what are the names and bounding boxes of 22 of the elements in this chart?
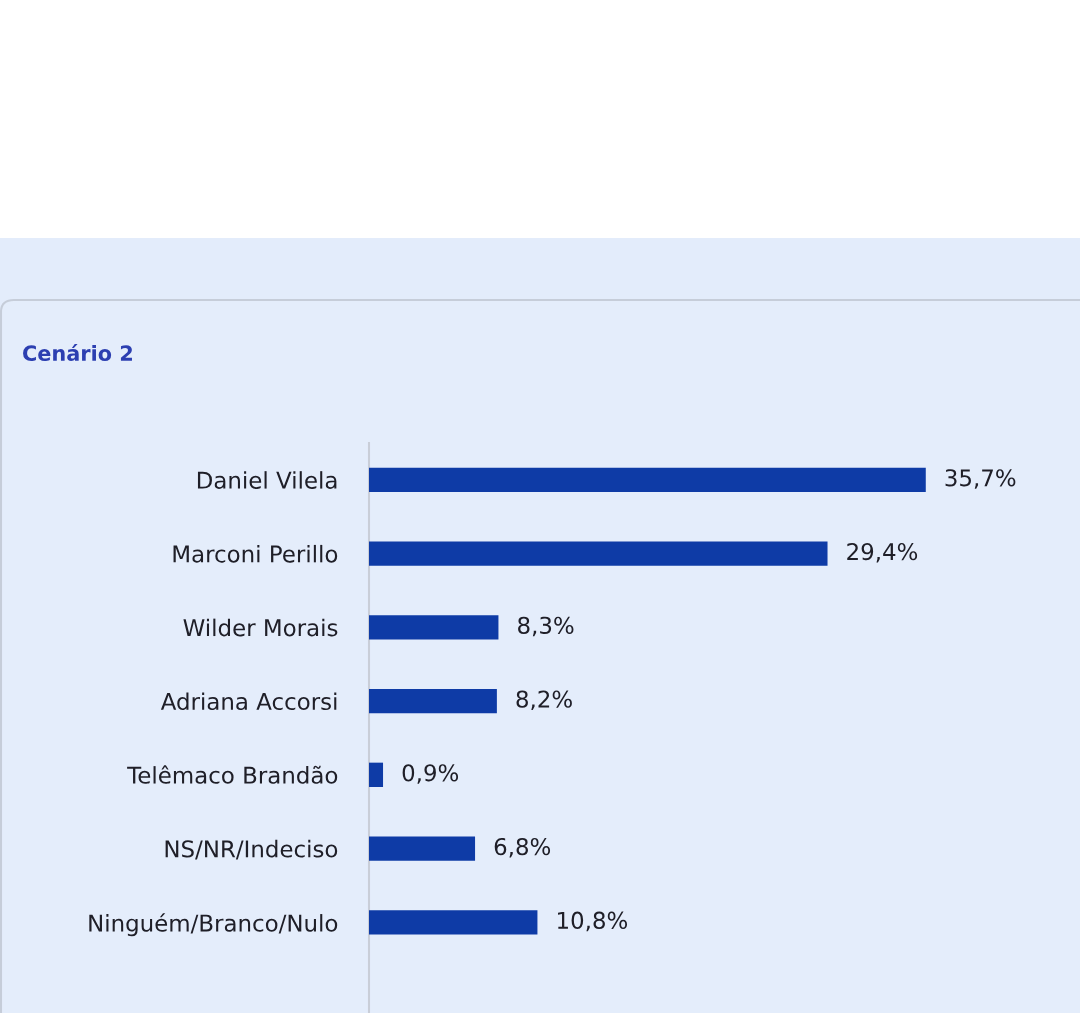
y-tick-label: Marconi Perillo (173, 544, 338, 563)
text: Cenário 2 (23, 344, 132, 362)
data-label: 8,2% (516, 690, 572, 711)
data-label: 10,8% (558, 911, 628, 932)
y-tick-label: Telêmaco Brandão (127, 765, 338, 784)
y-tick-label: NS/NR/Indeciso (165, 839, 338, 860)
y-tick-label: Daniel Vilela (197, 471, 337, 489)
data-label: 8,3% (518, 616, 574, 637)
bar (369, 762, 384, 787)
data-label: 6,8% (494, 837, 551, 858)
data-label: 0,9% (402, 764, 459, 784)
y-tick-label: Adriana Accorsi (160, 692, 337, 711)
data-label: 35,7% (945, 469, 1016, 489)
data-label: 29,4% (847, 542, 918, 563)
bar (369, 910, 538, 935)
y-tick-label: Ninguém/Branco/Nulo (89, 913, 338, 937)
bar (369, 541, 828, 566)
bar (369, 615, 499, 640)
y-tick-label: Wilder Morais (183, 618, 338, 637)
bar (369, 467, 926, 493)
bar (369, 688, 497, 714)
bar (369, 836, 476, 861)
